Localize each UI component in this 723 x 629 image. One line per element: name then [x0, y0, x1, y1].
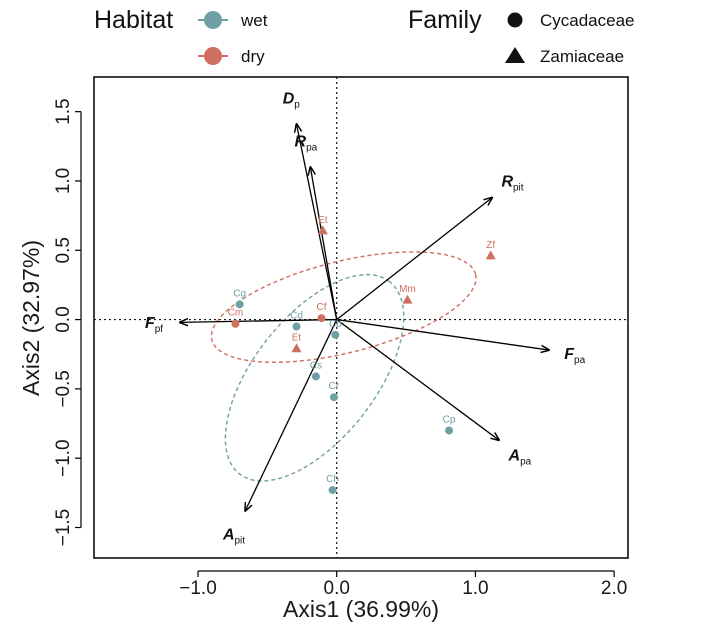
point-cf-8 — [317, 314, 326, 323]
point-cg-0 — [235, 300, 244, 309]
loading-label-d-p: Dp — [283, 91, 301, 111]
legend-zamiaceae-label: Zamiaceae — [540, 47, 624, 66]
legend-wet-marker — [204, 11, 222, 29]
y-axis: −1.5 −1.0 −0.5 0.0 0.5 1.0 1.5 — [53, 98, 82, 547]
legend-dry-label: dry — [241, 47, 265, 66]
point-label-cg-0: Cg — [233, 288, 246, 299]
point-label-cr-4: Cr — [329, 381, 340, 392]
zero-lines — [94, 77, 628, 558]
x-tick-label: −1.0 — [179, 578, 217, 599]
confidence-ellipses — [210, 251, 477, 482]
point-mm-11 — [402, 294, 413, 304]
loading-arrow-a-pa — [336, 319, 499, 441]
loading-arrow-r-pit — [336, 198, 492, 321]
sample-points: Cg Cd Cb Cs Cr Cp Ch Cm Cf Et Et Mm Zf — [228, 215, 496, 495]
point-label-cf-8: Cf — [316, 302, 326, 313]
point-label-et-9: Et — [318, 215, 328, 226]
x-axis-title: Axis1 (36.99%) — [283, 596, 439, 622]
loading-label-f-pa: Fpa — [564, 346, 585, 366]
point-et-9 — [317, 225, 328, 235]
point-cm-7 — [231, 319, 240, 328]
x-axis: −1.0 0.0 1.0 2.0 — [179, 570, 627, 599]
point-cb-2 — [331, 330, 340, 339]
loading-label-a-pa: Apa — [508, 448, 532, 468]
loading-label-a-pit: Apit — [222, 526, 245, 546]
loading-arrow-r-pa — [310, 167, 338, 320]
point-zf-12 — [485, 250, 496, 260]
x-tick-label: 0.0 — [324, 578, 350, 599]
legend-habitat-title: Habitat — [94, 6, 173, 34]
plot-frame — [93, 76, 629, 559]
point-cd-1 — [292, 322, 301, 331]
y-tick-label: 0.0 — [53, 306, 74, 332]
x-tick-label: 1.0 — [462, 578, 488, 599]
legend-zamiaceae-marker — [505, 47, 525, 63]
loading-label-r-pa: Rpa — [295, 134, 318, 154]
loading-arrow-d-p — [297, 124, 338, 320]
point-label-cp-5: Cp — [443, 414, 456, 425]
loading-label-f-pf: Fpf — [145, 315, 163, 335]
point-label-ch-6: Ch — [326, 474, 339, 485]
point-cr-4 — [329, 393, 338, 402]
y-tick-label: 1.0 — [53, 168, 74, 194]
y-tick-label: 1.5 — [53, 98, 74, 124]
x-tick-label: 2.0 — [601, 578, 627, 599]
legend-habitat: Habitat wet dry — [94, 6, 268, 66]
point-label-cs-3: Cs — [310, 360, 322, 371]
loading-arrow-f-pa — [336, 318, 549, 350]
ellipse-dry — [210, 251, 477, 364]
y-tick-label: 0.5 — [53, 237, 74, 263]
loading-arrows: Dp Rpa Rpit Fpf Fpa Apa Apit — [145, 91, 586, 547]
point-label-zf-12: Zf — [486, 240, 495, 251]
legend-dry-marker — [204, 47, 222, 65]
point-et-10 — [291, 343, 302, 353]
point-label-cb-2: Cb — [329, 319, 342, 330]
point-label-mm-11: Mm — [399, 284, 416, 295]
legend-family: Family Cycadaceae Zamiaceae — [408, 6, 635, 66]
y-axis-title: Axis2 (32.97%) — [18, 240, 44, 396]
loading-label-r-pit: Rpit — [501, 174, 523, 194]
loading-arrow-a-pit — [245, 319, 338, 511]
legend-family-title: Family — [408, 6, 482, 34]
legend-cycadaceae-marker — [507, 12, 523, 28]
legend-wet-label: wet — [240, 11, 268, 30]
loading-arrow-f-pf — [180, 320, 337, 323]
point-label-cm-7: Cm — [228, 308, 244, 319]
y-tick-label: −1.5 — [53, 509, 74, 547]
legend-cycadaceae-label: Cycadaceae — [540, 11, 635, 30]
point-cp-5 — [445, 426, 454, 435]
point-cs-3 — [311, 372, 320, 381]
point-label-et-10: Et — [292, 333, 302, 344]
y-tick-label: −0.5 — [53, 370, 74, 408]
y-tick-label: −1.0 — [53, 439, 74, 477]
point-ch-6 — [328, 486, 337, 495]
point-label-cd-1: Cd — [290, 311, 303, 322]
